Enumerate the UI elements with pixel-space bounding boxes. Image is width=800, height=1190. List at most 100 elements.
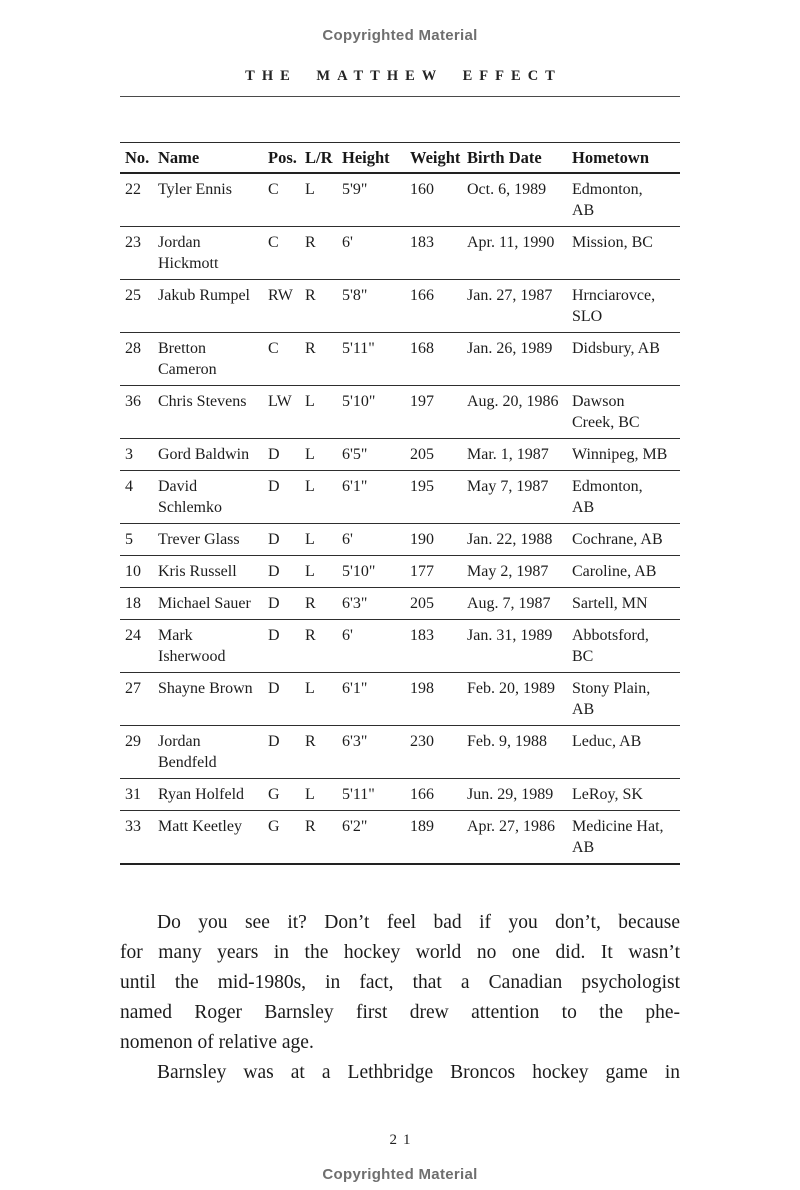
cell-name: Jakub Rumpel: [158, 287, 250, 304]
header-row: No. Name Pos. L/R Height Weight Birth Da…: [120, 143, 680, 173]
cell-height: 5'11": [342, 340, 375, 357]
cell-name: Trever Glass: [158, 531, 240, 548]
cell-weight: 190: [410, 531, 434, 548]
cell-name: Tyler Ennis: [158, 181, 232, 198]
cell-height: 6'2": [342, 818, 368, 835]
page-number: 21: [389, 1132, 417, 1148]
chapter-title: THE MATTHEW EFFECT: [245, 68, 562, 84]
cell-lr: L: [305, 531, 315, 548]
header-no: No.: [125, 148, 150, 167]
cell-lr: L: [305, 181, 315, 198]
cell-birth-date: Apr. 11, 1990: [467, 234, 555, 251]
cell-pos: LW: [268, 393, 292, 410]
cell-height: 6'1": [342, 478, 368, 495]
table-row: 23 Jordan Hickmott C R 6' 183 Apr. 11, 1990 Mis…: [120, 227, 680, 280]
cell-name: Ryan Holfeld: [158, 786, 245, 803]
title-rule: [120, 96, 680, 97]
paragraph-line: until the mid-1980s, in fact, that a Can…: [120, 972, 680, 993]
cell-lr: L: [305, 478, 315, 495]
cell-birth-date: Jan. 26, 1989: [467, 340, 553, 357]
cell-height: 6': [342, 234, 353, 251]
cell-hometown: Mission, BC: [572, 234, 653, 251]
cell-pos: D: [268, 733, 280, 750]
cell-lr: L: [305, 446, 315, 463]
cell-lr: R: [305, 818, 316, 835]
cell-name: Bretton Cameron: [158, 340, 217, 378]
cell-name: Kris Russell: [158, 563, 237, 580]
cell-birth-date: Jan. 27, 1987: [467, 287, 553, 304]
cell-name: Jordan Hickmott: [158, 234, 219, 272]
header-height: Height: [342, 148, 390, 167]
cell-no: 24: [125, 627, 141, 644]
cell-birth-date: May 7, 1987: [467, 478, 549, 495]
table-row: 3 Gord Baldwin D L 6'5" 205 Mar. 1, 1987 Winnip…: [120, 439, 680, 471]
cell-birth-date: Aug. 7, 1987: [467, 595, 551, 612]
cell-hometown: Leduc, AB: [572, 733, 642, 750]
cell-lr: L: [305, 393, 315, 410]
cell-birth-date: Mar. 1, 1987: [467, 446, 549, 463]
header-pos: Pos.: [268, 148, 297, 167]
cell-weight: 205: [410, 446, 434, 463]
cell-birth-date: May 2, 1987: [467, 563, 549, 580]
cell-no: 5: [125, 531, 133, 548]
header-birth-date: Birth Date: [467, 148, 542, 167]
cell-pos: D: [268, 680, 280, 697]
cell-pos: D: [268, 627, 280, 644]
cell-lr: L: [305, 680, 315, 697]
roster-table-header: No. Name Pos. L/R Height Weight Birth Da…: [120, 143, 680, 173]
cell-hometown: Stony Plain, AB: [572, 680, 651, 718]
cell-name: Gord Baldwin: [158, 446, 250, 463]
table-row: 5 Trever Glass D L 6' 190 Jan. 22, 1988 Cochran…: [120, 524, 680, 556]
table-row: 27 Shayne Brown D L 6'1" 198 Feb. 20, 1989 Ston…: [120, 673, 680, 726]
cell-pos: C: [268, 340, 279, 357]
paragraph-line: nomenon of relative age.: [120, 1032, 314, 1053]
cell-birth-date: Jan. 22, 1988: [467, 531, 553, 548]
cell-name: Shayne Brown: [158, 680, 253, 697]
roster-table: No. Name Pos. L/R Height Weight Birth Da…: [120, 142, 680, 865]
cell-name: Chris Stevens: [158, 393, 247, 410]
cell-no: 36: [125, 393, 141, 410]
cell-birth-date: Aug. 20, 1986: [467, 393, 559, 410]
cell-height: 5'11": [342, 786, 375, 803]
cell-hometown: Hrnciarovce, SLO: [572, 287, 656, 325]
table-row: 28 Bretton Cameron C R 5'11" 168 Jan. 26, 1989…: [120, 333, 680, 386]
cell-weight: 195: [410, 478, 434, 495]
cell-weight: 230: [410, 733, 434, 750]
table-row: 29 Jordan Bendfeld D R 6'3" 230 Feb. 9, 1988 Le…: [120, 726, 680, 779]
cell-lr: R: [305, 733, 316, 750]
table-row: 25 Jakub Rumpel RW R 5'8" 166 Jan. 27, 1987 Hrn…: [120, 280, 680, 333]
cell-lr: L: [305, 786, 315, 803]
cell-weight: 177: [410, 563, 434, 580]
cell-birth-date: Feb. 20, 1989: [467, 680, 555, 697]
table-row: 22 Tyler Ennis C L 5'9" 160 Oct. 6, 1989 Edmont…: [120, 173, 680, 227]
cell-no: 3: [125, 446, 133, 463]
cell-no: 10: [125, 563, 141, 580]
table-row: 36 Chris Stevens LW L 5'10" 197 Aug. 20, 1986 D…: [120, 386, 680, 439]
cell-height: 6'3": [342, 595, 368, 612]
paragraph-line: Do you see it? Don’t feel bad if you don…: [157, 912, 680, 933]
cell-pos: C: [268, 181, 279, 198]
copyright-notice-top: Copyrighted Material: [322, 27, 478, 44]
cell-weight: 197: [410, 393, 434, 410]
cell-no: 29: [125, 733, 141, 750]
cell-name: Jordan Bendfeld: [158, 733, 217, 771]
table-row: 4 David Schlemko D L 6'1" 195 May 7, 1987 Edmon…: [120, 471, 680, 524]
cell-hometown: Cochrane, AB: [572, 531, 663, 548]
cell-birth-date: Jun. 29, 1989: [467, 786, 554, 803]
cell-weight: 183: [410, 627, 434, 644]
table-row: 31 Ryan Holfeld G L 5'11" 166 Jun. 29, 1989 LeR…: [120, 779, 680, 811]
cell-lr: R: [305, 627, 316, 644]
cell-lr: R: [305, 287, 316, 304]
cell-lr: R: [305, 595, 316, 612]
cell-hometown: LeRoy, SK: [572, 786, 643, 803]
cell-hometown: Sartell, MN: [572, 595, 648, 612]
cell-weight: 183: [410, 234, 434, 251]
cell-lr: R: [305, 340, 316, 357]
copyright-notice-bottom: Copyrighted Material: [322, 1166, 478, 1183]
cell-name: David Schlemko: [158, 478, 222, 516]
body-text: Do you see it? Don’t feel bad if you don…: [120, 908, 680, 1088]
paragraph-line: Barnsley was at a Lethbridge Broncos hoc…: [157, 1062, 680, 1083]
cell-no: 18: [125, 595, 141, 612]
cell-birth-date: Jan. 31, 1989: [467, 627, 553, 644]
cell-hometown: Didsbury, AB: [572, 340, 660, 357]
